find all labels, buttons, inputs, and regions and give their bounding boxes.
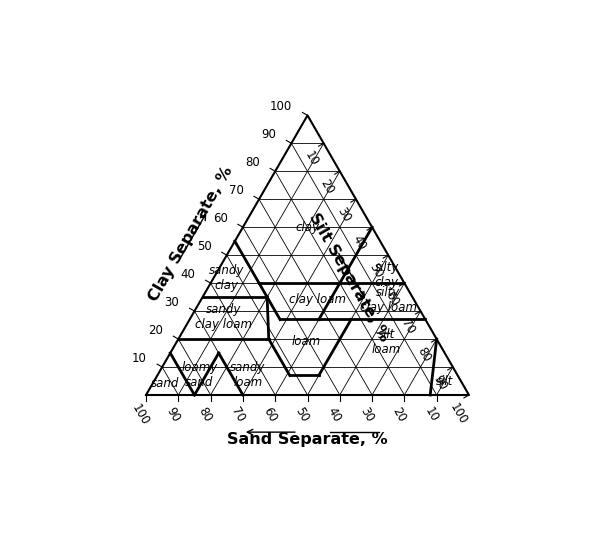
Text: Silt Separate, %: Silt Separate, % [306,211,392,345]
Text: 60: 60 [383,289,401,309]
Text: 80: 80 [415,345,433,364]
Text: clay loam: clay loam [289,293,346,307]
Text: 90: 90 [261,128,276,141]
Text: Clay Separate, %: Clay Separate, % [146,164,235,304]
Text: 80: 80 [196,405,214,424]
Text: 80: 80 [245,156,260,169]
Text: 10: 10 [302,150,320,169]
Text: 50: 50 [367,261,385,280]
Text: loam: loam [291,336,320,348]
Text: 100: 100 [447,401,469,427]
Text: 20: 20 [148,324,163,337]
Text: 40: 40 [350,233,369,252]
Text: 100: 100 [270,100,292,113]
Text: 50: 50 [197,240,211,253]
Text: sandy
clay loam: sandy clay loam [195,303,252,331]
Text: loamy
sand: loamy sand [181,361,217,390]
Text: 20: 20 [389,405,408,424]
Text: 10: 10 [132,352,147,364]
Text: 20: 20 [318,177,337,197]
Text: 50: 50 [293,405,311,424]
Text: 10: 10 [422,405,440,424]
Text: silty
clay: silty clay [374,260,399,289]
Text: 40: 40 [181,268,195,281]
Text: 70: 70 [228,405,247,424]
Text: sandy
loam: sandy loam [230,361,265,390]
Text: sandy
clay: sandy clay [209,264,244,292]
Text: 100: 100 [129,401,152,427]
Text: 40: 40 [325,405,344,424]
Text: 30: 30 [357,405,376,424]
Text: 90: 90 [431,373,449,392]
Text: 60: 60 [260,405,279,424]
Text: sand: sand [151,377,179,390]
Text: Sand Separate, %: Sand Separate, % [227,432,388,447]
Text: 60: 60 [212,212,227,225]
Text: 30: 30 [334,205,353,225]
Text: clay: clay [296,221,320,234]
Text: 70: 70 [229,184,244,197]
Text: 70: 70 [398,317,418,337]
Text: silty
clay loam: silty clay loam [360,286,417,314]
Text: 90: 90 [163,405,182,424]
Text: silt: silt [436,375,454,388]
Text: silt
loam: silt loam [372,328,401,356]
Text: 30: 30 [164,296,179,309]
